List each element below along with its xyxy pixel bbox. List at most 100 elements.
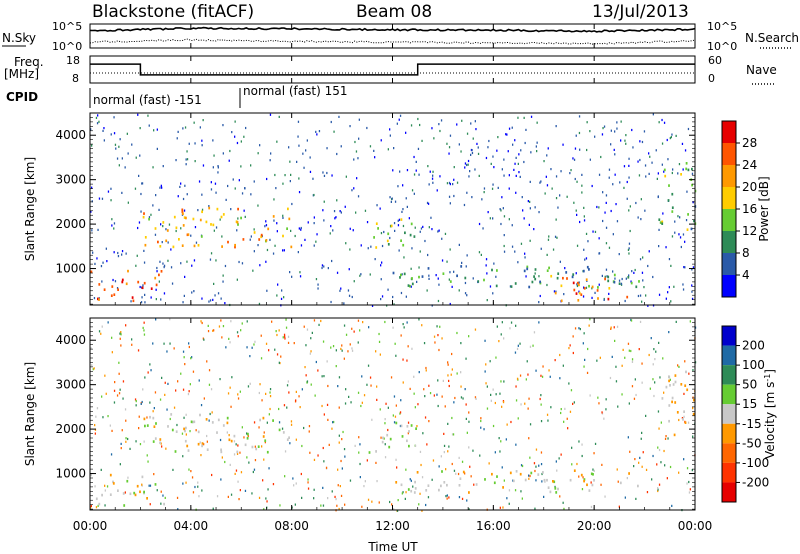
scatter-cell [194,226,197,229]
echo-cell [157,240,159,244]
scatter-cell [692,407,694,410]
scatter-cell [280,355,282,358]
scatter-cell [276,140,278,143]
x-axis-label: Time UT [367,540,418,554]
echo-cell [166,229,169,232]
echo-cell [216,431,218,434]
scatter-cell [237,217,239,220]
scatter-cell [409,387,411,390]
scatter-cell [347,289,350,292]
echo-cell [154,483,157,486]
scatter-cell [92,251,94,254]
scatter-cell [501,196,503,199]
scatter-cell [332,421,334,424]
scatter-cell [349,343,351,346]
scatter-cell [691,297,694,300]
echo-cell [410,222,413,226]
scatter-cell [290,229,292,232]
scatter-cell [511,126,513,129]
scatter-cell [358,451,360,454]
scatter-cell [529,180,531,183]
y-tick-label: 4000 [55,333,86,347]
scatter-cell [191,476,194,479]
scatter-cell [317,454,319,457]
scatter-cell [405,295,407,298]
echo-cell [264,439,267,442]
scatter-cell [394,415,397,418]
velocity-panel-bg [90,318,695,510]
echo-cell [671,210,674,213]
echo-cell [159,245,162,248]
echo-cell [172,245,175,249]
scatter-cell [683,266,685,269]
scatter-cell [513,168,515,171]
scatter-cell [305,149,307,152]
scatter-cell [506,497,508,500]
echo-cell [282,431,285,434]
scatter-cell [453,166,455,169]
scatter-cell [465,403,467,406]
scatter-cell [315,130,317,133]
scatter-cell [446,497,448,500]
scatter-cell [530,115,533,118]
scatter-cell [351,349,354,352]
scatter-cell [582,295,585,298]
scatter-cell [102,261,104,264]
echo-cell [553,480,556,484]
scatter-cell [240,140,242,143]
scatter-cell [331,174,333,177]
scatter-cell [427,253,429,257]
scatter-cell [318,130,321,133]
scatter-cell [543,160,545,163]
scatter-cell [322,340,325,343]
scatter-cell [469,465,471,468]
scatter-cell [290,173,292,176]
scatter-cell [445,468,447,471]
scatter-cell [466,132,469,135]
echo-cell [562,276,564,280]
scatter-cell [503,215,506,218]
echo-cell [110,294,113,297]
scatter-cell [433,394,435,397]
scatter-cell [533,228,535,231]
echo-cell [685,167,688,171]
scatter-cell [568,382,570,385]
echo-cell [676,411,679,414]
scatter-cell [183,356,185,359]
scatter-cell [224,302,226,305]
scatter-cell [480,419,482,423]
scatter-cell [273,198,275,201]
scatter-cell [201,144,203,147]
scatter-cell [118,372,120,375]
scatter-cell [621,277,623,281]
scatter-cell [376,204,378,207]
noise-left-tick-top: 10^5 [52,20,82,33]
scatter-cell [453,270,455,273]
echo-cell [547,486,550,489]
scatter-cell [605,194,608,197]
scatter-cell [657,172,659,175]
scatter-cell [487,211,489,214]
scatter-cell [590,505,593,508]
scatter-cell [536,121,538,124]
scatter-cell [228,159,230,162]
scatter-cell [124,166,126,169]
scatter-cell [683,458,685,461]
scatter-cell [637,216,639,219]
scatter-cell [464,472,466,475]
scatter-cell [438,465,440,468]
scatter-cell [186,193,188,196]
scatter-cell [152,166,154,169]
echo-cell [125,282,128,286]
echo-cell [122,492,125,495]
scatter-cell [349,227,351,230]
echo-cell [200,235,203,238]
scatter-cell [606,275,608,278]
scatter-cell [166,408,168,411]
scatter-cell [471,149,473,152]
echo-cell [415,427,417,430]
scatter-cell [582,342,584,345]
scatter-cell [305,374,307,377]
echo-cell [464,276,467,280]
scatter-cell [281,289,283,292]
